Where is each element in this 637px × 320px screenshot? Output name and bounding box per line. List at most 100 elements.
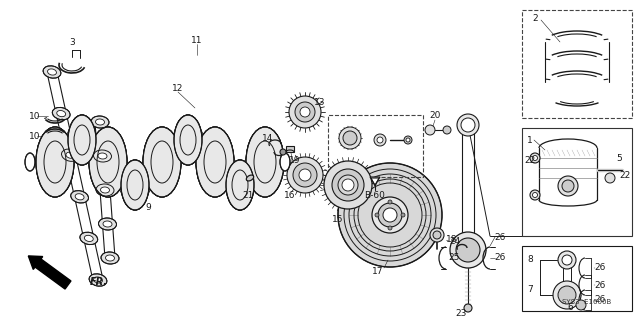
Text: FR.: FR. [90,277,108,287]
Text: 17: 17 [372,268,383,276]
Ellipse shape [196,127,234,197]
Ellipse shape [174,115,202,165]
Text: 22: 22 [619,171,631,180]
Circle shape [533,193,538,197]
Circle shape [450,232,486,268]
Ellipse shape [151,141,173,183]
Circle shape [457,114,479,136]
Circle shape [558,176,578,196]
Circle shape [383,208,397,222]
Polygon shape [196,120,207,182]
Ellipse shape [48,69,57,75]
Circle shape [324,161,372,209]
Ellipse shape [254,141,276,183]
Text: 5: 5 [616,154,622,163]
Ellipse shape [91,116,109,128]
Circle shape [295,102,315,122]
Text: 1: 1 [527,135,533,145]
Polygon shape [223,142,232,205]
Text: 26: 26 [594,263,606,273]
Bar [328,115,423,177]
Ellipse shape [62,149,79,161]
Circle shape [299,169,311,181]
Ellipse shape [226,160,254,210]
Circle shape [388,200,392,204]
Circle shape [406,138,410,142]
Circle shape [342,179,354,191]
Ellipse shape [101,187,110,193]
Polygon shape [63,120,74,182]
Ellipse shape [211,155,219,170]
Circle shape [425,125,435,135]
Text: 2: 2 [532,13,538,22]
Text: 26: 26 [494,253,506,262]
Ellipse shape [52,108,70,120]
Circle shape [530,153,540,163]
Circle shape [287,157,323,193]
Circle shape [388,226,392,230]
Ellipse shape [246,127,284,197]
Text: 11: 11 [191,36,203,44]
Ellipse shape [36,127,74,197]
Circle shape [339,127,361,149]
Circle shape [375,213,379,217]
Ellipse shape [84,235,93,242]
Ellipse shape [43,66,61,78]
Circle shape [372,197,408,233]
Text: 19: 19 [289,156,301,164]
Ellipse shape [98,153,107,159]
Circle shape [374,134,386,146]
Bar [522,10,632,118]
Ellipse shape [247,175,254,181]
Circle shape [558,251,576,269]
Circle shape [338,175,358,195]
Ellipse shape [99,218,117,230]
Bar [522,246,632,311]
Ellipse shape [89,127,127,197]
Text: 12: 12 [173,84,183,92]
Ellipse shape [174,115,202,165]
Ellipse shape [261,155,269,170]
Circle shape [576,300,586,310]
Text: 8: 8 [527,255,533,265]
Ellipse shape [143,127,181,197]
Ellipse shape [57,110,66,117]
Text: 9: 9 [145,204,151,212]
Text: 7: 7 [527,285,533,294]
Ellipse shape [280,153,290,171]
Circle shape [377,137,383,143]
Ellipse shape [180,125,196,155]
Circle shape [430,228,444,242]
Circle shape [343,131,357,145]
Ellipse shape [143,127,181,197]
Polygon shape [370,177,380,185]
Circle shape [461,118,475,132]
Ellipse shape [121,160,149,210]
Ellipse shape [25,153,35,171]
Polygon shape [116,142,127,205]
Text: 13: 13 [314,98,326,107]
FancyArrow shape [28,256,71,289]
Text: 10: 10 [29,111,41,121]
Ellipse shape [94,277,103,283]
Ellipse shape [71,191,89,203]
Circle shape [533,156,538,161]
Ellipse shape [74,125,90,155]
Ellipse shape [36,127,74,197]
Bar [286,146,294,152]
Ellipse shape [96,184,114,196]
Ellipse shape [80,232,97,244]
Circle shape [456,238,480,262]
Text: 23: 23 [455,309,467,318]
Ellipse shape [89,274,107,286]
Circle shape [443,126,451,134]
Polygon shape [143,142,154,205]
Ellipse shape [106,255,115,261]
Ellipse shape [226,160,254,210]
Text: 24: 24 [449,237,461,246]
Ellipse shape [121,160,149,210]
Circle shape [530,190,540,200]
Ellipse shape [66,152,75,158]
Circle shape [289,96,321,128]
Text: B-60: B-60 [364,191,385,201]
